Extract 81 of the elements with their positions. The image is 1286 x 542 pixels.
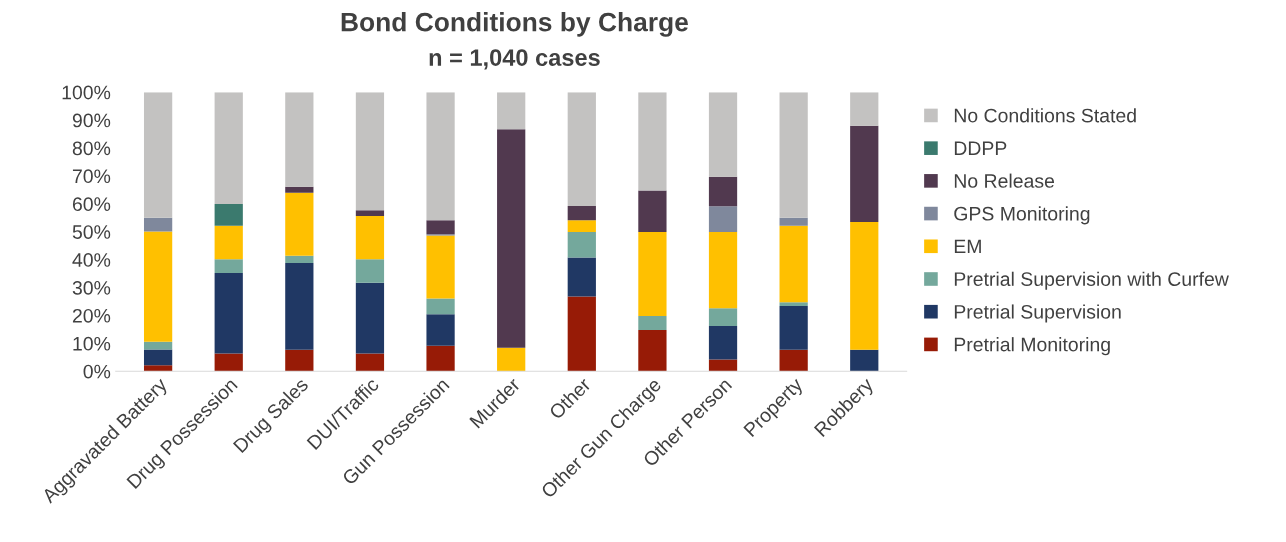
bar: [143, 92, 173, 218]
bar: [214, 204, 243, 226]
bar: [214, 92, 243, 205]
bar: [426, 345, 455, 372]
bar: [708, 326, 738, 360]
bar: [567, 257, 596, 297]
bar: [285, 255, 314, 263]
bar: [426, 235, 455, 299]
bar: [285, 192, 314, 256]
bar: [285, 92, 314, 187]
bar: [497, 129, 526, 348]
y-tick-label: 30%: [72, 281, 111, 295]
legend-label: DDPP: [954, 141, 1007, 155]
bar: [708, 231, 738, 309]
y-tick-label: 20%: [72, 308, 111, 323]
bar: [214, 225, 243, 260]
bar: [426, 298, 455, 315]
y-tick-label: 60%: [72, 197, 111, 212]
bar: [355, 259, 385, 283]
y-tick-label: 100%: [62, 85, 111, 100]
bar: [638, 92, 667, 191]
legend-label: No Release: [954, 173, 1055, 188]
bar: [567, 220, 596, 232]
bar: [708, 92, 738, 177]
y-tick-label: 50%: [72, 225, 111, 239]
bar: [285, 186, 314, 193]
legend-label: Pretrial Supervision: [954, 304, 1121, 323]
bar: [214, 273, 243, 354]
bar: [143, 349, 173, 366]
bar: [426, 220, 455, 235]
bar: [779, 349, 808, 372]
bar: [567, 231, 596, 258]
bar: [708, 176, 738, 207]
bar: [214, 259, 243, 274]
bar: [779, 302, 808, 306]
bar: [355, 92, 385, 211]
bar: [285, 349, 314, 372]
bar: [779, 305, 808, 350]
bar: [638, 316, 667, 330]
bar: [638, 329, 667, 372]
bar: [355, 216, 385, 260]
bar: [850, 221, 879, 350]
legend-label: Pretrial Supervision with Curfew: [954, 271, 1229, 290]
legend-label: EM: [954, 239, 981, 254]
bar: [143, 231, 173, 342]
bar: [355, 282, 385, 354]
bar: [708, 359, 738, 372]
y-tick-label: 40%: [72, 253, 111, 267]
y-tick-label: 10%: [73, 336, 111, 351]
y-tick-label: 0%: [83, 364, 111, 379]
y-tick-label: 80%: [72, 141, 111, 156]
bar: [214, 353, 243, 372]
bar: [355, 353, 385, 372]
bar: [708, 206, 738, 232]
y-tick-label: 90%: [72, 113, 111, 128]
bar: [355, 210, 385, 217]
chart-subtitle: n = 1,040 cases: [429, 49, 600, 70]
bar: [567, 296, 596, 372]
y-tick-label: 70%: [72, 169, 111, 184]
chart-title: Bond Conditions by Charge: [341, 12, 688, 37]
bar: [779, 217, 808, 226]
legend-label: GPS Monitoring: [954, 206, 1090, 225]
bar: [426, 92, 455, 221]
bar: [497, 92, 526, 130]
legend-label: Pretrial Monitoring: [954, 337, 1110, 356]
bar: [567, 92, 596, 207]
bar: [285, 262, 314, 350]
bar: [779, 225, 808, 303]
bar: [638, 231, 667, 316]
bar: [779, 92, 808, 218]
bar: [850, 125, 879, 222]
bar: [143, 217, 173, 232]
bar: [850, 92, 879, 126]
bar: [426, 314, 455, 346]
legend-label: No Conditions Stated: [954, 108, 1136, 123]
bar: [638, 190, 667, 232]
bar: [708, 308, 738, 327]
bar: [850, 349, 879, 372]
bar: [143, 365, 173, 372]
bar: [567, 206, 596, 221]
bar: [497, 347, 526, 372]
